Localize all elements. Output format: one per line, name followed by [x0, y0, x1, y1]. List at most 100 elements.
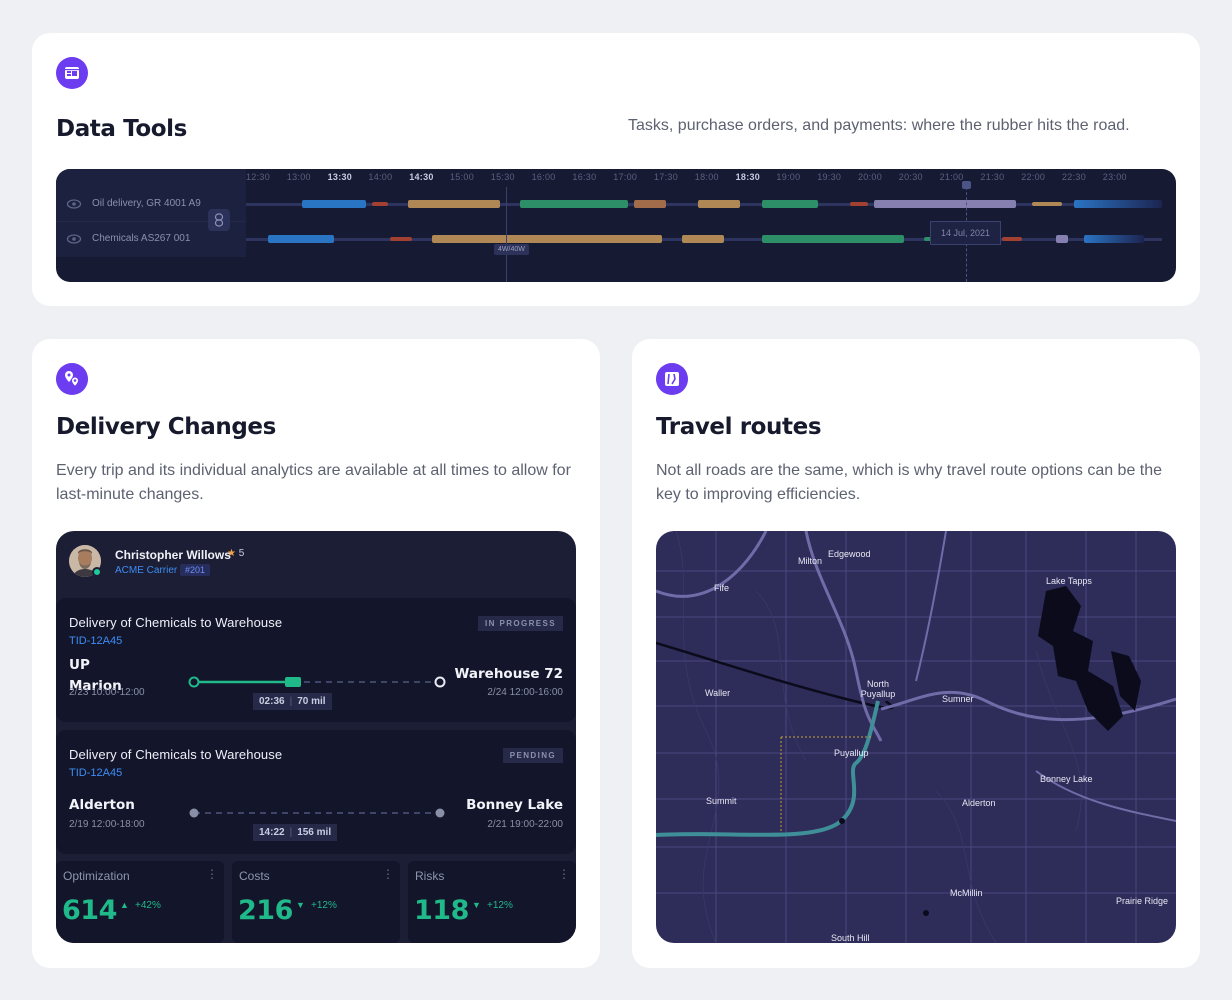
timeline-hour-label: 12:30 [246, 172, 271, 182]
driver-name: Christopher Willows [115, 548, 231, 562]
map-place-label: McMillin [950, 888, 983, 898]
timeline-row[interactable]: Chemicals AS267 001 [56, 222, 1176, 256]
timeline-segment[interactable] [302, 200, 366, 208]
trip-origin-time: 2/19 12:00-18:00 [69, 819, 145, 830]
timeline-hours: 12:30 13:00 13:30 14:00 14:30 15:00 15:30 16:00… [246, 169, 1176, 185]
trip-progress-line [189, 808, 445, 818]
driver-rating: ★ 5 [227, 548, 244, 559]
timeline-hour-label: 16:30 [572, 172, 597, 182]
more-icon[interactable]: ⋮ [206, 867, 218, 881]
trip-id[interactable]: TID-12A45 [69, 767, 123, 779]
star-icon: ★ [227, 548, 236, 559]
timeline-hour-label: 13:00 [286, 172, 311, 182]
timeline-cursor[interactable] [506, 187, 507, 282]
map-pins-icon [56, 363, 88, 395]
trip-origin: UP Marion [69, 655, 122, 697]
map-place-label: Lake Tapps [1046, 576, 1092, 586]
map-roads [656, 531, 1176, 943]
trip-card[interactable]: Delivery of Chemicals to Warehouse TID-1… [56, 598, 576, 722]
timeline-segment[interactable] [634, 200, 666, 208]
metric-label: Costs [239, 869, 270, 883]
trip-card[interactable]: Delivery of Chemicals to Warehouse TID-1… [56, 730, 576, 854]
trip-id[interactable]: TID-12A45 [69, 635, 123, 647]
arrow-up-icon: ▲ [120, 900, 129, 910]
map-place-label: Summit [706, 796, 737, 806]
timeline-segment[interactable] [1032, 202, 1062, 206]
map-place-label: Prairie Ridge [1116, 896, 1169, 906]
metric-change: +42% [135, 900, 161, 911]
timeline-hour-label: 14:00 [368, 172, 393, 182]
metric-card[interactable]: Risks ⋮ 118 ▼ +12% [408, 861, 576, 943]
trip-title: Delivery of Chemicals to Warehouse [69, 615, 283, 630]
status-badge: IN PROGRESS [478, 616, 563, 631]
driver-company[interactable]: ACME Carrier [115, 565, 178, 576]
trip-origin-time: 2/23 10:00-12:00 [69, 687, 145, 698]
metric-card[interactable]: Costs ⋮ 216 ▼ +12% [232, 861, 400, 943]
map-place-label: Sumner [942, 694, 974, 704]
timeline-hour-label: 17:30 [654, 172, 679, 182]
delivery-changes-card: Delivery Changes Every trip and its indi… [32, 339, 600, 968]
timeline-hour-label: 18:30 [735, 172, 761, 182]
timeline-segment[interactable] [874, 200, 1016, 208]
metric-value: 216 [238, 895, 293, 926]
trip-destination-time: 2/21 19:00-22:00 [487, 819, 563, 830]
route-map[interactable]: Edgewood Milton Fife Lake Tapps North Pu… [656, 531, 1176, 943]
timeline-segment[interactable] [408, 200, 500, 208]
trip-destination-time: 2/24 12:00-16:00 [487, 687, 563, 698]
metric-change: +12% [487, 900, 513, 911]
timeline-segment[interactable] [682, 235, 724, 243]
driver-badge: #201 [180, 564, 211, 576]
map-place-label: Puyallup [834, 748, 869, 758]
trip-origin-line: UP [69, 657, 90, 673]
timeline-hour-label: 19:00 [776, 172, 801, 182]
timeline-hour-label: 19:30 [817, 172, 842, 182]
metric-card[interactable]: Optimization ⋮ 614 ▲ +42% [56, 861, 224, 943]
timeline-row[interactable]: Oil delivery, GR 4001 A9 [56, 187, 1176, 221]
timeline-segment[interactable] [850, 202, 868, 206]
timeline-segment[interactable] [1056, 235, 1068, 243]
more-icon[interactable]: ⋮ [382, 867, 394, 881]
map-place-label: Fife [714, 583, 730, 593]
timeline-hour-label: 22:30 [1062, 172, 1087, 182]
timeline-hour-label: 21:30 [980, 172, 1005, 182]
timeline-segment[interactable] [698, 200, 740, 208]
trip-eta-chip: 14:22 | 156 mil [253, 824, 338, 841]
timeline-hour-label: 14:30 [409, 172, 434, 182]
driver-rating-value: 5 [238, 548, 245, 559]
timeline-hour-label: 17:00 [613, 172, 638, 182]
timeline-segment[interactable] [372, 202, 388, 206]
trip-duration: 02:36 [259, 696, 285, 707]
trip-origin: Alderton [69, 797, 135, 813]
data-tools-card: Data Tools Tasks, purchase orders, and p… [32, 33, 1200, 306]
eye-icon[interactable] [66, 231, 82, 247]
timeline-segment[interactable] [762, 235, 904, 243]
delivery-changes-title: Delivery Changes [56, 414, 276, 440]
timeline-row-label: Chemicals AS267 001 [92, 233, 191, 244]
trip-distance: 70 mil [297, 696, 326, 707]
timeline-hour-label: 23:00 [1102, 172, 1127, 182]
link-icon[interactable] [208, 209, 230, 231]
arrow-down-icon: ▼ [472, 900, 481, 910]
more-icon[interactable]: ⋮ [558, 867, 570, 881]
timeline-segment[interactable] [268, 235, 334, 243]
online-status-dot [92, 567, 102, 577]
timeline-segment[interactable] [1002, 237, 1022, 241]
avatar[interactable] [69, 545, 101, 577]
delivery-changes-description: Every trip and its individual analytics … [56, 462, 571, 503]
trip-distance: 156 mil [297, 827, 332, 838]
map-place-label: Bonney Lake [1040, 774, 1093, 784]
timeline-segment[interactable] [1074, 200, 1162, 208]
delivery-panel: Christopher Willows ★ 5 ACME Carrier #20… [56, 531, 576, 943]
timeline-segment[interactable] [762, 200, 818, 208]
data-tools-title: Data Tools [56, 116, 187, 142]
eye-icon[interactable] [66, 196, 82, 212]
timeline-row-label: Oil delivery, GR 4001 A9 [92, 198, 201, 209]
timeline-segment[interactable] [390, 237, 412, 241]
timeline-segment[interactable] [432, 235, 662, 243]
timeline-marker-handle[interactable] [962, 181, 971, 189]
trip-destination: Bonney Lake [466, 797, 563, 813]
map-place-label: Milton [798, 556, 823, 566]
metric-value: 118 [414, 895, 469, 926]
timeline-segment[interactable] [1084, 235, 1144, 243]
timeline-segment[interactable] [520, 200, 628, 208]
